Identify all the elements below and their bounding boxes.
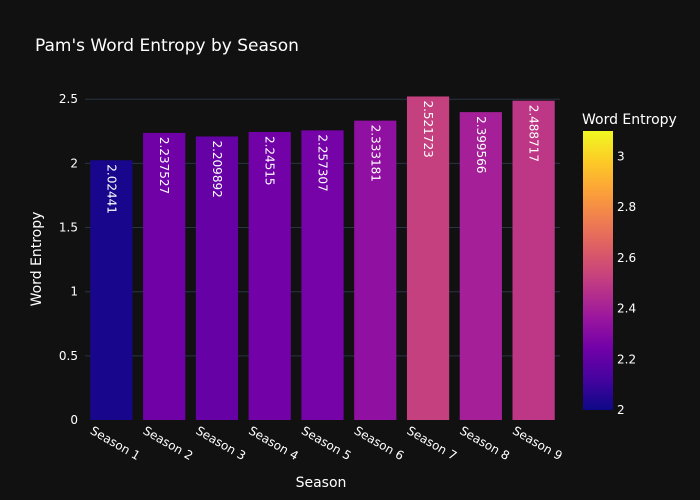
y-tick-label: 1.5 <box>59 221 78 235</box>
colorbar: Word Entropy 2 2.2 2.4 2.6 2.8 3 <box>582 112 677 417</box>
x-tick-label: Season 7 <box>405 423 460 463</box>
y-tick-label: 0 <box>70 413 78 427</box>
bar <box>143 132 186 420</box>
bar <box>301 130 344 421</box>
bar <box>459 112 502 420</box>
x-tick-label: Season 2 <box>141 423 196 463</box>
x-tick-label: Season 6 <box>352 423 407 463</box>
bar-value-label: 2.237527 <box>157 137 171 194</box>
bar <box>248 131 291 420</box>
bar <box>512 100 555 420</box>
bar-value-label: 2.399566 <box>474 116 488 173</box>
x-tick-label: Season 1 <box>88 423 143 463</box>
x-tick-label: Season 3 <box>193 423 248 463</box>
bar <box>195 136 239 421</box>
bar <box>354 120 397 421</box>
bar-value-label: 2.209892 <box>210 140 224 197</box>
bar-value-label: 2.488717 <box>527 105 541 162</box>
bar-value-label: 2.257307 <box>316 134 330 191</box>
x-axis-title: Season <box>296 475 347 491</box>
bar-value-label: 2.333181 <box>368 125 382 182</box>
colorbar-gradient <box>583 131 613 410</box>
y-tick-label: 2.5 <box>59 92 78 106</box>
y-tick-label: 1 <box>70 285 78 299</box>
colorbar-tick-label: 2.8 <box>617 200 636 214</box>
colorbar-title: Word Entropy <box>582 112 677 128</box>
colorbar-tick-label: 2.6 <box>617 251 636 265</box>
bar-value-label: 2.24515 <box>263 136 277 186</box>
bar <box>406 96 450 420</box>
y-axis-title: Word Entropy <box>29 212 45 307</box>
x-tick-label: Season 5 <box>299 423 354 463</box>
y-tick-label: 2 <box>70 156 78 170</box>
chart-title: Pam's Word Entropy by Season <box>35 36 299 56</box>
colorbar-tick-label: 2.4 <box>617 302 636 316</box>
x-tick-label: Season 8 <box>457 423 512 463</box>
bar <box>90 160 133 420</box>
x-tick-label: Season 4 <box>246 423 301 463</box>
colorbar-tick-label: 2.2 <box>617 352 636 366</box>
x-tick-label: Season 9 <box>510 423 565 463</box>
y-tick-label: 0.5 <box>59 349 78 363</box>
bar-value-label: 2.02441 <box>104 164 118 214</box>
bar-value-label: 2.521723 <box>421 100 435 157</box>
y-axis-ticks: 0 0.5 1 1.5 2 2.5 <box>59 92 78 427</box>
colorbar-tick-label: 2 <box>617 403 625 417</box>
bars: 2.02441 2.237527 2.209892 2.24515 2.257307 2.… <box>90 96 555 421</box>
colorbar-tick-label: 3 <box>617 149 625 163</box>
